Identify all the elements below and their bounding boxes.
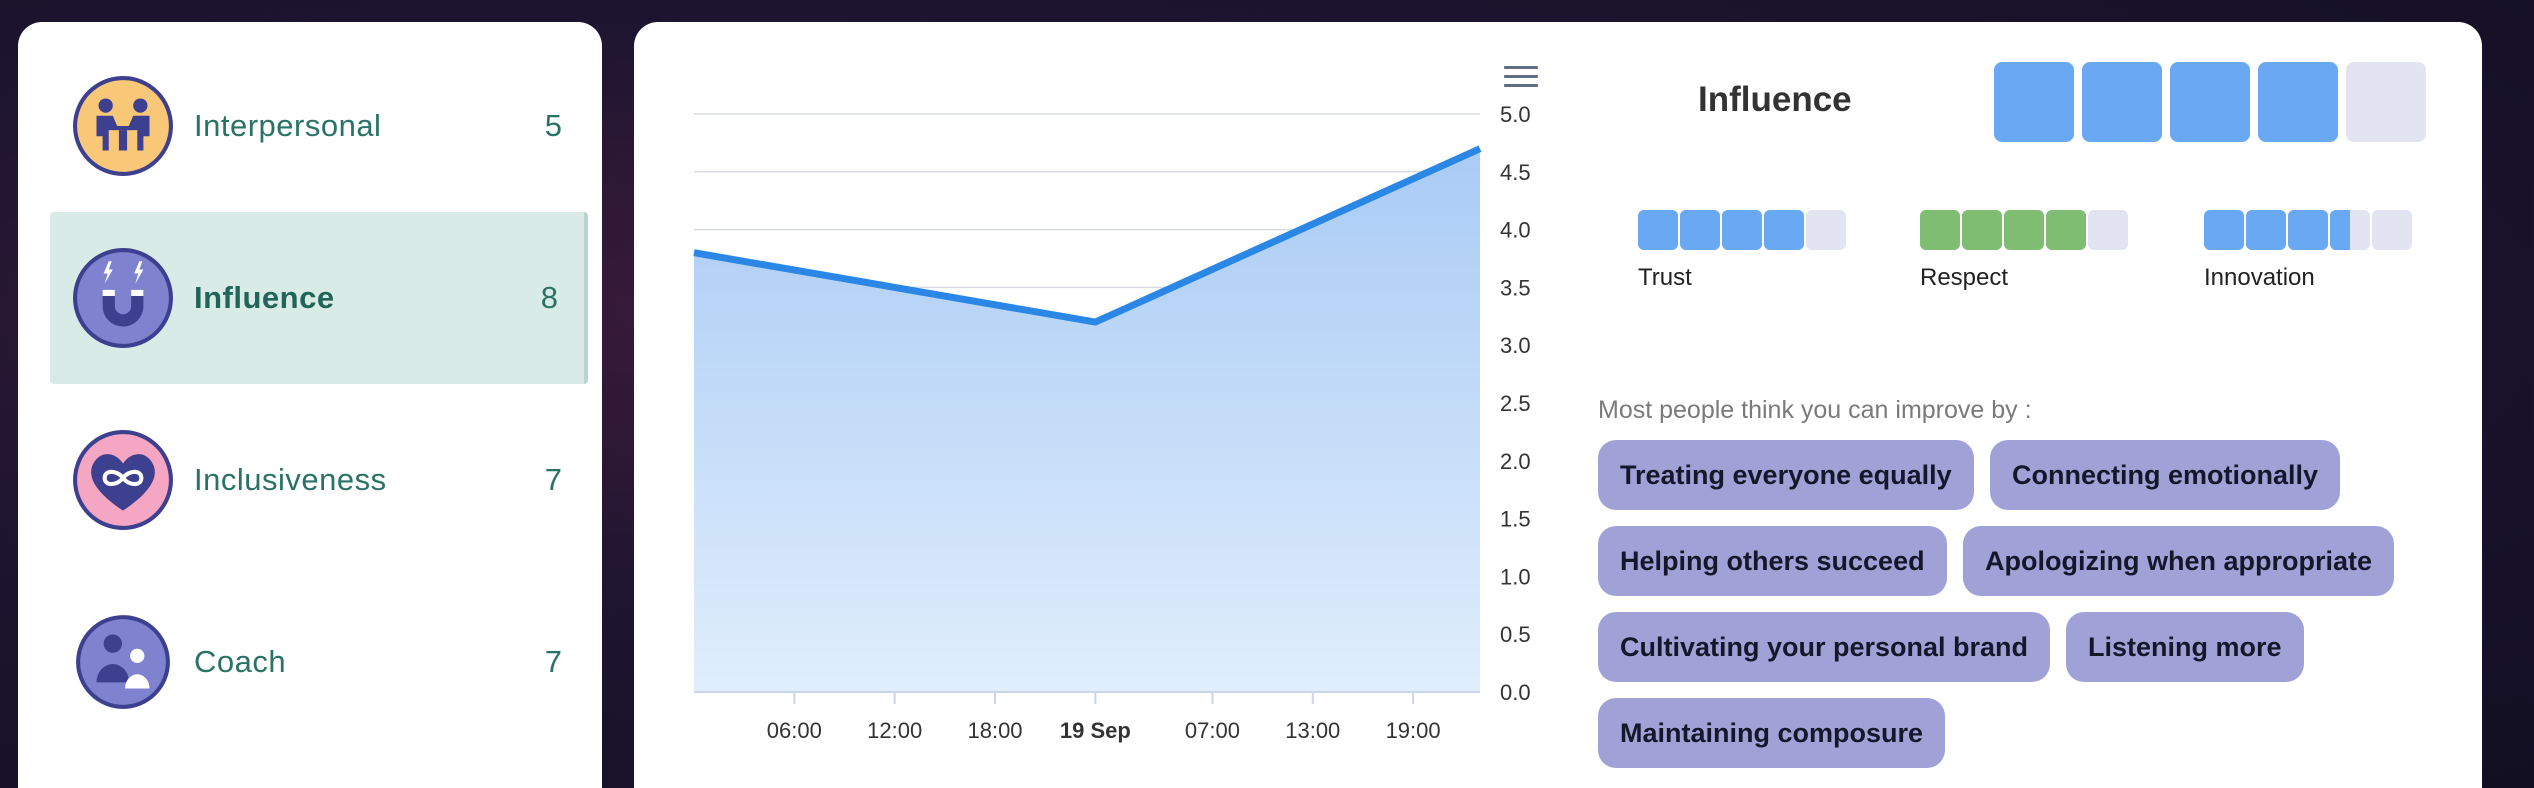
metric-segment-fill [2004, 210, 2044, 250]
main-panel: 0.0 0.5 1.0 1.5 2.0 2.5 3.0 3.5 4.0 4.5 5.0 06:00 12… [634, 22, 2482, 788]
metric-segment-fill [2246, 210, 2286, 250]
metric-segment [1920, 210, 1960, 250]
metric-segment-fill [1764, 210, 1804, 250]
category-count: 5 [544, 108, 562, 143]
metric-segment [2046, 210, 2086, 250]
metric-label: Innovation [2204, 264, 2315, 291]
y-tick-label: 4.5 [1500, 160, 1531, 185]
metric-bar [1638, 210, 1848, 250]
metric-segment [2004, 210, 2044, 250]
category-count: 8 [540, 280, 558, 315]
y-tick-label: 0.5 [1500, 622, 1531, 647]
y-tick-label: 3.0 [1500, 333, 1531, 358]
y-tick-label: 4.0 [1500, 218, 1531, 243]
magnet-icon [73, 248, 173, 348]
coach-icon [76, 615, 170, 709]
heart-infinity-icon [73, 430, 173, 530]
metric-bar [2204, 210, 2414, 250]
detail-title: Influence [1698, 80, 1852, 119]
metric-segment-fill [1722, 210, 1762, 250]
metric-label: Trust [1638, 264, 1692, 291]
category-count: 7 [544, 462, 562, 497]
y-tick-label: 0.0 [1500, 680, 1531, 705]
level-box-filled [2258, 62, 2338, 142]
metric-segment-fill [1638, 210, 1678, 250]
metric-segment [2288, 210, 2328, 250]
category-label: Interpersonal [194, 108, 382, 143]
metric-segment-fill [2046, 210, 2086, 250]
y-tick-label: 5.0 [1500, 102, 1531, 127]
metric-segment-fill [2288, 210, 2328, 250]
category-count: 7 [544, 644, 562, 679]
trend-chart: 0.0 0.5 1.0 1.5 2.0 2.5 3.0 3.5 4.0 4.5 5.0 06:00 12… [693, 102, 1531, 743]
series-area [694, 148, 1480, 692]
metric-segment-fill [1962, 210, 2002, 250]
level-box-filled [2170, 62, 2250, 142]
metric-segment-fill [1680, 210, 1720, 250]
metric-segment [2088, 210, 2128, 250]
category-label: Inclusiveness [194, 462, 387, 497]
metric-bar [1920, 210, 2130, 250]
metric-segment [1962, 210, 2002, 250]
category-item-inclusiveness[interactable]: Inclusiveness 7 [50, 394, 588, 566]
metric-segment [1764, 210, 1804, 250]
improvement-chip[interactable]: Cultivating your personal brand [1598, 612, 2051, 682]
x-tick-label: 19 Sep [1060, 718, 1131, 743]
improvement-chip[interactable]: Maintaining composure [1598, 698, 1946, 768]
metric-segment-fill [1920, 210, 1960, 250]
category-item-interpersonal[interactable]: Interpersonal 5 [50, 40, 588, 212]
metric-respect: Respect [1920, 210, 2130, 291]
category-label: Influence [194, 280, 335, 315]
x-tick-label: 13:00 [1285, 718, 1340, 743]
level-box-filled [1994, 62, 2074, 142]
y-tick-label: 2.5 [1500, 391, 1531, 416]
x-tick-label: 12:00 [867, 718, 922, 743]
y-tick-label: 2.0 [1500, 449, 1531, 474]
category-item-influence[interactable]: Influence 8 [50, 212, 588, 384]
chart-menu-icon[interactable] [1504, 66, 1538, 90]
y-tick-label: 3.5 [1500, 275, 1531, 300]
y-tick-label: 1.0 [1500, 564, 1531, 589]
metric-innovation: Innovation [2204, 210, 2414, 291]
x-tick-label: 18:00 [967, 718, 1022, 743]
level-box-empty [2346, 62, 2426, 142]
improve-heading: Most people think you can improve by : [1598, 396, 2032, 424]
improvement-chip[interactable]: Connecting emotionally [1990, 440, 2341, 510]
x-tick-label: 07:00 [1185, 718, 1240, 743]
metric-segment [1638, 210, 1678, 250]
metric-label: Respect [1920, 264, 2009, 291]
category-sidebar: Interpersonal 5 Influence 8 Inclusivenes… [18, 22, 602, 788]
improvement-chip[interactable]: Helping others succeed [1598, 526, 1947, 596]
metric-segment-fill [2330, 210, 2350, 250]
metric-segment [2372, 210, 2412, 250]
improvement-chip[interactable]: Apologizing when appropriate [1963, 526, 2394, 596]
interpersonal-icon [73, 76, 173, 176]
metric-segment [1680, 210, 1720, 250]
category-label: Coach [194, 644, 287, 679]
metric-segment [2330, 210, 2370, 250]
metric-segment [1806, 210, 1846, 250]
metric-segment [1722, 210, 1762, 250]
level-box-filled [2082, 62, 2162, 142]
y-tick-label: 1.5 [1500, 507, 1531, 532]
improvement-chip[interactable]: Listening more [2066, 612, 2304, 682]
x-tick-label: 19:00 [1386, 718, 1441, 743]
metric-segment-fill [2204, 210, 2244, 250]
x-tick-label: 06:00 [767, 718, 822, 743]
metric-segment [2204, 210, 2244, 250]
improvement-chip[interactable]: Treating everyone equally [1598, 440, 1974, 510]
metric-trust: Trust [1638, 210, 1848, 291]
metric-segment [2246, 210, 2286, 250]
category-item-coach[interactable]: Coach 7 [50, 576, 588, 748]
